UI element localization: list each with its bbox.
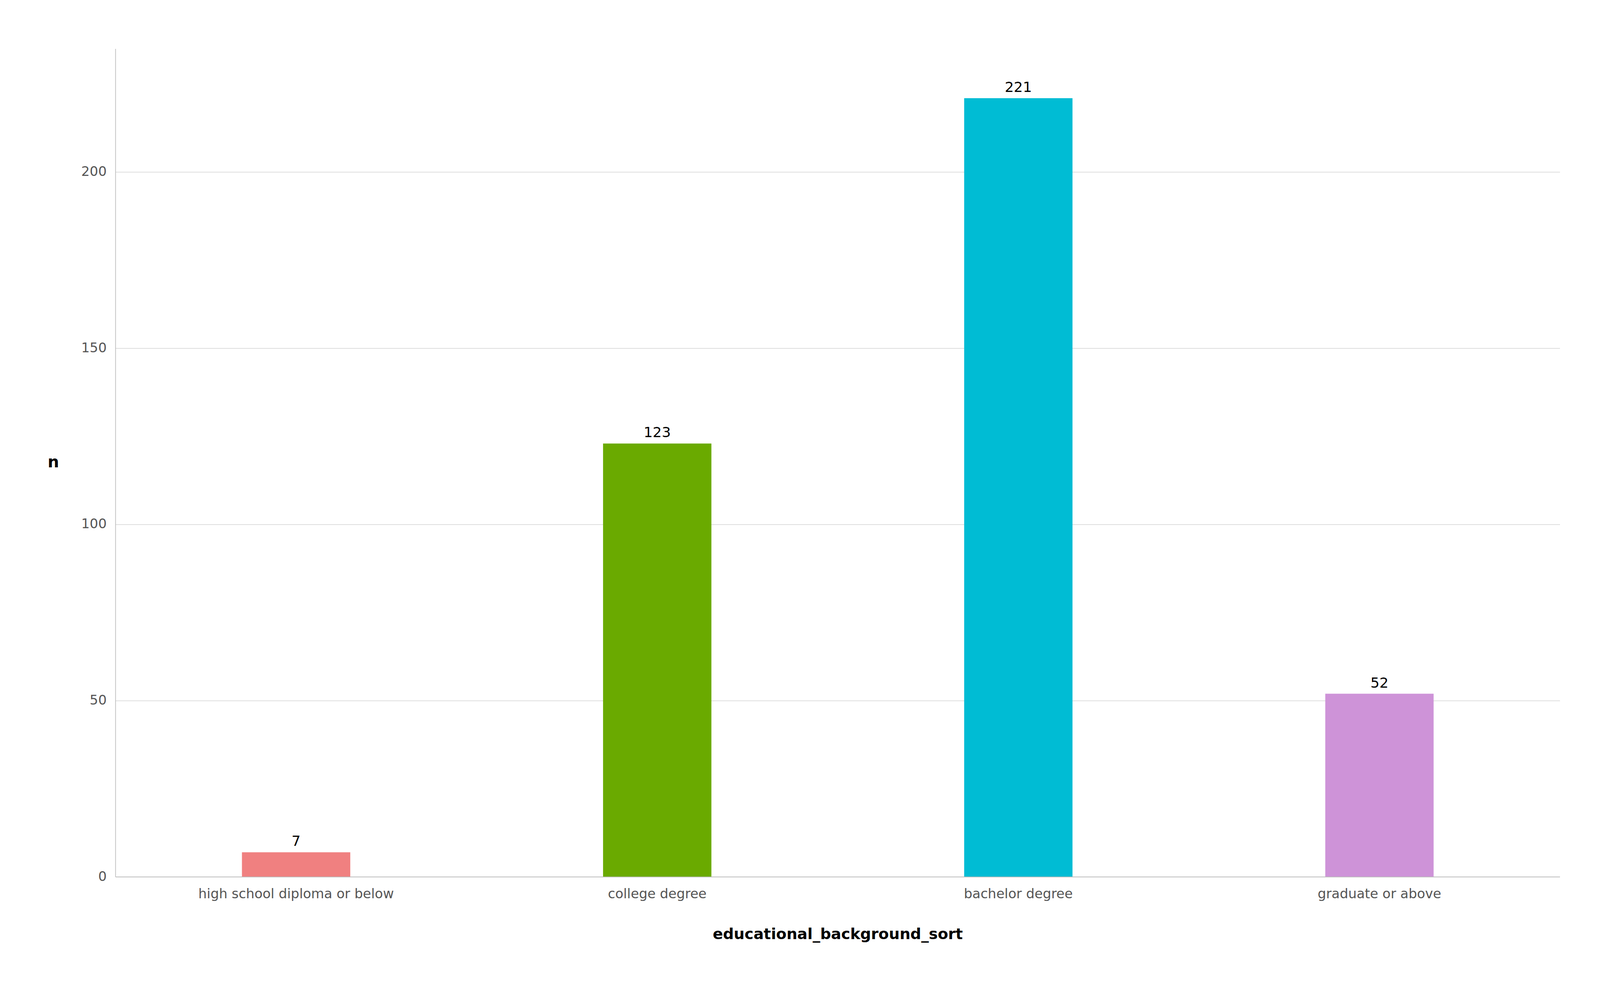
y-axis-line [115, 48, 116, 878]
bars [241, 98, 1434, 878]
x-tick-label: high school diploma or below [198, 886, 394, 902]
chart-container: 0 50 100 150 200 7 123 221 52 high school diploma… [0, 0, 1600, 988]
grid [115, 172, 1560, 878]
y-tick-label: 100 [81, 516, 107, 532]
y-axis-title: n [47, 452, 60, 472]
x-tick-label: graduate or above [1317, 886, 1442, 902]
data-label: 52 [1370, 674, 1389, 692]
page: {"chart_data": {"type": "bar", "categori… [0, 0, 1600, 988]
bar [1325, 694, 1434, 878]
y-tick-label: 200 [81, 163, 107, 180]
y-tick-label: 0 [98, 868, 107, 885]
data-labels: 7 123 221 52 [291, 78, 1389, 850]
x-tick-label: bachelor degree [964, 886, 1073, 902]
data-label: 7 [291, 832, 301, 850]
bar [603, 443, 712, 878]
bar [964, 98, 1073, 878]
data-label: 123 [643, 424, 671, 441]
y-tick-label: 150 [81, 340, 107, 356]
x-tick-label: college degree [608, 886, 707, 902]
x-ticks: high school diploma or below college degr… [198, 886, 1442, 902]
grid-line [115, 172, 1560, 173]
y-ticks: 0 50 100 150 200 [81, 163, 107, 884]
chart-svg: 0 50 100 150 200 7 123 221 52 high school diploma… [0, 0, 1600, 988]
y-tick-label: 50 [89, 692, 107, 708]
x-axis-title: educational_background_sort [712, 925, 964, 944]
x-axis-line [115, 876, 1560, 878]
data-label: 221 [1004, 78, 1032, 96]
bar [241, 852, 351, 878]
grid-line [115, 876, 1560, 878]
grid-line [115, 524, 1560, 526]
grid-line [115, 348, 1560, 349]
